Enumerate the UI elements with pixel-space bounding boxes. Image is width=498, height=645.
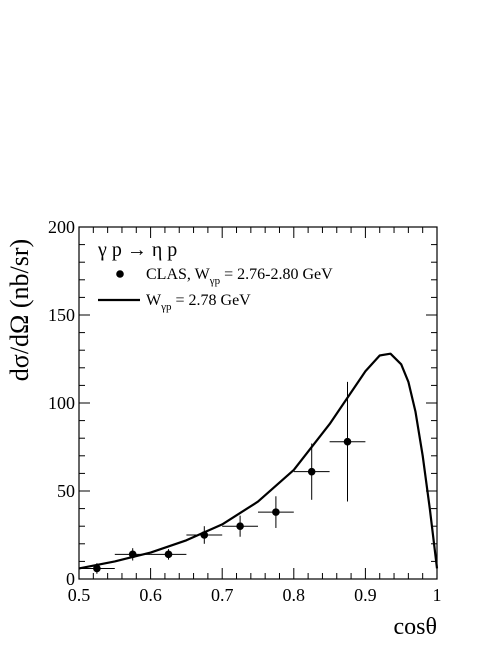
legend-label-prefix: CLAS, W — [146, 266, 211, 283]
y-tick-label: 100 — [48, 393, 75, 413]
reaction-label: γ p → η p — [97, 239, 177, 261]
x-tick-label: 0.9 — [354, 585, 377, 605]
legend-entry: Wγp = 2.78 GeV — [98, 292, 251, 313]
x-tick-label: 0.8 — [283, 585, 306, 605]
legend-entry: CLAS, Wγp = 2.76-2.80 GeV — [116, 266, 333, 287]
data-marker — [164, 550, 173, 559]
legend-label-prefix: W — [146, 292, 162, 309]
x-tick-label: 0.5 — [68, 585, 91, 605]
x-tick-label: 0.7 — [211, 585, 234, 605]
y-axis-label: dσ/dΩ (nb/sr) — [5, 239, 34, 381]
y-tick-label: 0 — [66, 569, 75, 589]
data-point — [293, 443, 330, 500]
x-axis-label: cosθ — [394, 614, 438, 640]
x-tick-label: 0.6 — [139, 585, 162, 605]
y-tick-label: 200 — [48, 217, 75, 237]
legend-label-subscript: γp — [209, 275, 221, 287]
data-point — [329, 381, 366, 502]
legend-label-suffix: = 2.76-2.80 GeV — [220, 266, 333, 283]
series-layer — [78, 352, 439, 574]
legend-label: Wγp = 2.78 GeV — [146, 292, 251, 313]
x-tick-label: 1 — [433, 585, 442, 605]
data-marker — [272, 508, 280, 516]
data-point — [150, 549, 187, 560]
legend-label-subscript: γp — [160, 301, 172, 313]
legend-label-suffix: = 2.78 GeV — [171, 292, 251, 309]
data-point — [79, 563, 115, 574]
legend-label: CLAS, Wγp = 2.76-2.80 GeV — [146, 266, 333, 287]
data-marker — [236, 522, 244, 530]
axes: 0.5 0.6 0.7 0.8 0.9 1 0 50 100 150 200 — [48, 217, 442, 605]
data-marker — [307, 467, 316, 476]
y-tick-label: 50 — [57, 481, 75, 501]
model-curve — [78, 352, 439, 570]
data-marker — [343, 437, 352, 446]
data-point — [186, 526, 223, 544]
legend-marker — [116, 270, 124, 278]
data-point — [222, 515, 258, 537]
data-marker — [93, 564, 101, 573]
data-point — [258, 496, 294, 528]
y-tick-label: 150 — [48, 305, 75, 325]
